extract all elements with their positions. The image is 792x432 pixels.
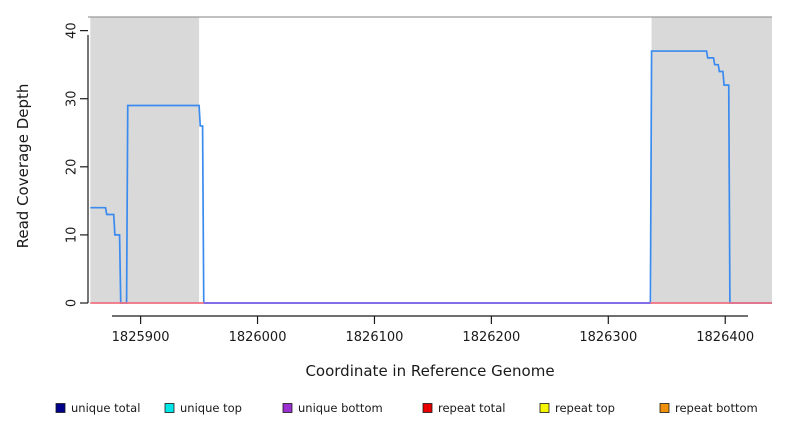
x-tick-label: 1826300	[579, 330, 637, 345]
y-axis-title: Read Coverage Depth	[14, 84, 32, 249]
x-axis-title: Coordinate in Reference Genome	[305, 362, 554, 380]
legend-item: repeat bottom	[659, 401, 758, 415]
x-tick-label: 1825900	[112, 330, 170, 345]
x-tick-label: 1826200	[462, 330, 520, 345]
legend-item: unique bottom	[282, 401, 383, 415]
legend-label: repeat total	[438, 401, 505, 415]
legend-swatch	[659, 403, 670, 413]
legend-swatch	[422, 403, 433, 413]
shaded-regions	[90, 17, 772, 303]
legend-label: unique top	[180, 401, 242, 415]
legend-swatch	[539, 403, 550, 413]
legend-label: unique total	[71, 401, 140, 415]
legend-label: unique bottom	[298, 401, 383, 415]
y-tick-label: 40	[65, 22, 80, 39]
legend-item: repeat top	[539, 401, 615, 415]
y-tick-label: 20	[65, 159, 80, 176]
x-tick-label: 1826400	[696, 330, 754, 345]
x-tick-label: 1826100	[346, 330, 404, 345]
x-axis-ticks: 1825900 1826000 1826100 1826200 1826300 18264…	[112, 316, 754, 345]
legend-label: repeat bottom	[675, 401, 758, 415]
legend-item: unique total	[55, 401, 140, 415]
chart-legend: unique total unique top unique bottom repea…	[55, 401, 758, 415]
shaded-region-left	[90, 17, 200, 303]
legend-swatch	[55, 403, 66, 413]
legend-swatch	[164, 403, 175, 413]
data-series-group	[90, 50, 772, 304]
shaded-region-right	[651, 17, 772, 303]
x-tick-label: 1826000	[229, 330, 287, 345]
y-tick-label: 10	[65, 227, 80, 244]
legend-item: repeat total	[422, 401, 505, 415]
y-tick-label: 30	[65, 90, 80, 107]
y-axis-ticks: 0 10 20 30 40	[65, 22, 88, 307]
y-tick-label: 0	[65, 299, 80, 307]
legend-item: unique top	[164, 401, 242, 415]
legend-swatch	[282, 403, 293, 413]
legend-label: repeat top	[555, 401, 615, 415]
